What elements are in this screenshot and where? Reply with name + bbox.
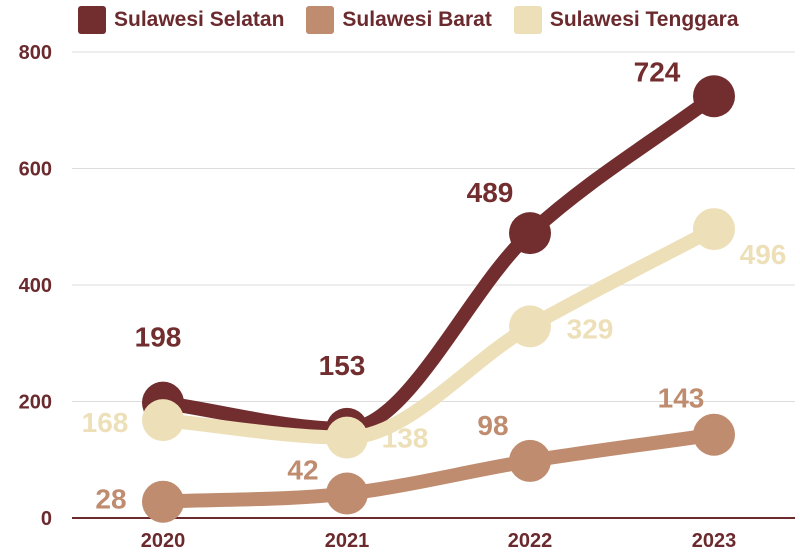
- y-tick-label-0: 0: [41, 508, 52, 530]
- series-line-sulawesi-tenggara: [156, 222, 721, 445]
- data-point-sulawesi-tenggara-2022: [509, 305, 551, 348]
- data-point-sulawesi-barat-2023: [693, 413, 735, 456]
- data-label-sulawesi-selatan-2022: 489: [467, 177, 514, 208]
- data-point-sulawesi-tenggara-2023: [693, 208, 735, 251]
- data-point-sulawesi-tenggara-2021: [326, 416, 368, 459]
- data-labels: 198 153 489 724 28 42 98 143 168 138 329 496: [82, 56, 787, 514]
- legend-swatch-sulawesi-selatan: [78, 6, 106, 34]
- data-label-sulawesi-barat-2022: 98: [477, 410, 508, 441]
- y-tick-label-200: 200: [19, 392, 52, 414]
- data-point-sulawesi-selatan-2023: [693, 75, 735, 118]
- data-label-sulawesi-barat-2020: 28: [95, 484, 126, 515]
- y-tick-label-800: 800: [19, 42, 52, 64]
- legend: Sulawesi Selatan Sulawesi Barat Sulawesi…: [78, 6, 739, 34]
- data-point-sulawesi-tenggara-2020: [142, 399, 184, 442]
- x-tick-label-2020: 2020: [141, 530, 186, 552]
- data-point-sulawesi-barat-2021: [326, 472, 368, 515]
- legend-item-sulawesi-selatan: Sulawesi Selatan: [78, 6, 284, 34]
- legend-label-sulawesi-selatan: Sulawesi Selatan: [114, 8, 285, 31]
- legend-swatch-sulawesi-tenggara: [513, 6, 542, 34]
- data-label-sulawesi-tenggara-2023: 496: [740, 239, 787, 270]
- series-line-sulawesi-barat: [156, 427, 721, 509]
- legend-label-sulawesi-barat: Sulawesi Barat: [342, 8, 492, 31]
- y-axis-ticks: 0 200 400 600 800: [19, 42, 52, 530]
- y-tick-label-600: 600: [19, 159, 52, 181]
- legend-item-sulawesi-barat: Sulawesi Barat: [306, 6, 492, 34]
- x-tick-label-2021: 2021: [325, 530, 370, 552]
- data-label-sulawesi-barat-2023: 143: [658, 383, 705, 414]
- data-label-sulawesi-selatan-2020: 198: [135, 322, 182, 353]
- data-point-sulawesi-barat-2020: [142, 480, 184, 523]
- data-label-sulawesi-tenggara-2021: 138: [382, 423, 429, 454]
- data-point-sulawesi-selatan-2022: [509, 212, 551, 255]
- data-point-sulawesi-barat-2022: [509, 439, 551, 482]
- legend-item-sulawesi-tenggara: Sulawesi Tenggara: [513, 6, 739, 34]
- data-label-sulawesi-selatan-2023: 724: [634, 56, 681, 87]
- data-label-sulawesi-barat-2021: 42: [287, 455, 318, 486]
- legend-swatch-sulawesi-barat: [306, 6, 335, 34]
- series-lines: [142, 75, 735, 523]
- y-tick-label-400: 400: [19, 275, 52, 297]
- data-label-sulawesi-selatan-2021: 153: [319, 350, 366, 381]
- legend-label-sulawesi-tenggara: Sulawesi Tenggara: [549, 8, 739, 31]
- data-label-sulawesi-tenggara-2020: 168: [82, 407, 129, 438]
- data-label-sulawesi-tenggara-2022: 329: [567, 313, 614, 344]
- x-axis-ticks: 2020 2021 2022 2023: [141, 530, 737, 552]
- x-tick-label-2023: 2023: [692, 530, 737, 552]
- series-line-sulawesi-selatan: [156, 89, 721, 436]
- x-tick-label-2022: 2022: [508, 530, 553, 552]
